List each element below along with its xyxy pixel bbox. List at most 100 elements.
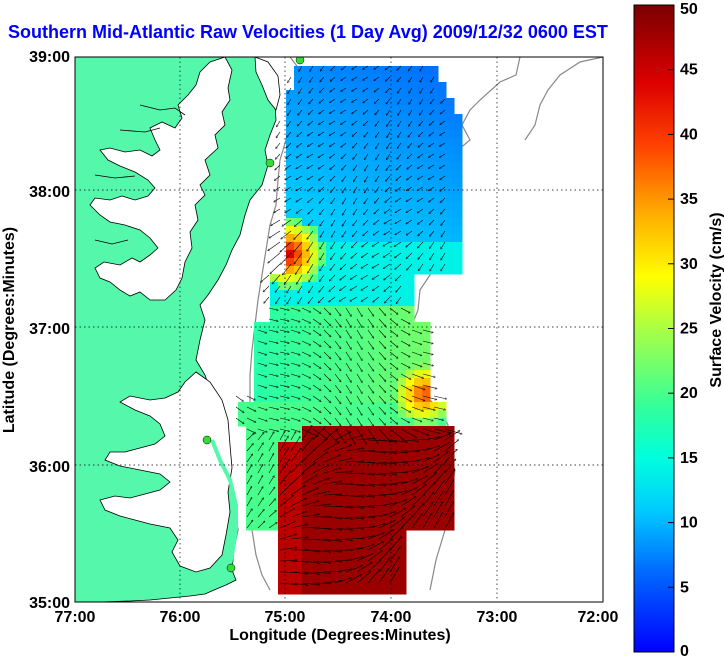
velocity-cell <box>374 330 383 339</box>
velocity-vector <box>257 417 267 421</box>
velocity-cell <box>262 506 271 515</box>
velocity-cell <box>358 130 367 139</box>
velocity-cell <box>390 210 399 219</box>
velocity-cell <box>374 426 383 435</box>
velocity-cell <box>334 146 343 155</box>
velocity-cell <box>390 442 399 451</box>
velocity-cell <box>398 410 407 419</box>
velocity-cell <box>342 394 351 403</box>
velocity-cell <box>302 570 311 579</box>
velocity-cell <box>254 394 263 403</box>
velocity-vector <box>352 109 358 114</box>
velocity-cell <box>334 586 343 595</box>
velocity-cell <box>422 386 431 395</box>
velocity-cell <box>350 210 359 219</box>
velocity-cell <box>374 498 383 507</box>
velocity-vector <box>420 65 424 71</box>
velocity-cell <box>270 322 279 331</box>
velocity-cell <box>454 194 463 203</box>
velocity-cell <box>286 538 295 547</box>
velocity-vector <box>330 87 336 92</box>
velocity-vector <box>365 164 369 171</box>
velocity-cell <box>310 202 319 211</box>
velocity-vector <box>330 175 336 181</box>
velocity-vector <box>345 406 351 415</box>
velocity-vector <box>389 509 405 518</box>
velocity-cell <box>278 482 287 491</box>
velocity-vector <box>441 208 446 214</box>
velocity-cell <box>294 202 303 211</box>
velocity-vector <box>323 417 331 425</box>
velocity-vector <box>397 65 402 70</box>
velocity-vector <box>364 131 369 137</box>
velocity-cell <box>302 90 311 99</box>
velocity-cell <box>438 178 447 187</box>
velocity-vector <box>330 98 336 103</box>
velocity-vector <box>378 439 396 442</box>
velocity-cell <box>350 258 359 267</box>
velocity-cell <box>318 562 327 571</box>
velocity-cell <box>350 442 359 451</box>
velocity-cell <box>366 562 375 571</box>
velocity-vector <box>361 296 369 301</box>
radar-station <box>226 563 236 573</box>
velocity-cell <box>310 266 319 275</box>
velocity-vector <box>376 153 380 160</box>
velocity-vector <box>342 197 347 204</box>
velocity-cell <box>374 538 383 547</box>
velocity-cell <box>454 210 463 219</box>
velocity-cell <box>350 562 359 571</box>
y-axis-label: Latitude (Degrees:Minutes) <box>1 227 18 433</box>
velocity-vector <box>301 527 319 528</box>
velocity-cell <box>406 290 415 299</box>
velocity-cell <box>302 282 311 291</box>
velocity-vector <box>398 109 402 115</box>
velocity-vector <box>433 452 448 463</box>
velocity-vector <box>323 395 331 403</box>
velocity-cell <box>398 202 407 211</box>
velocity-cell <box>438 258 447 267</box>
velocity-vector <box>339 296 347 301</box>
velocity-vector <box>318 164 325 169</box>
velocity-vector <box>279 395 289 398</box>
velocity-vector <box>387 142 391 148</box>
velocity-vector <box>301 340 311 345</box>
velocity-cell <box>406 266 415 275</box>
velocity-cell <box>454 242 463 251</box>
velocity-cell <box>350 90 359 99</box>
velocity-cell <box>254 466 263 475</box>
velocity-cell <box>302 410 311 419</box>
velocity-vector <box>397 76 402 82</box>
velocity-cell <box>422 418 431 427</box>
velocity-cell <box>382 74 391 83</box>
velocity-vector <box>389 329 398 336</box>
velocity-cell <box>382 546 391 555</box>
velocity-vector <box>268 329 278 332</box>
velocity-cell <box>350 282 359 291</box>
velocity-cell <box>358 362 367 371</box>
velocity-cell <box>342 266 351 275</box>
velocity-cell <box>326 330 335 339</box>
velocity-cell <box>294 514 303 523</box>
velocity-vector <box>268 454 274 463</box>
velocity-vector <box>319 98 325 103</box>
velocity-cell <box>422 434 431 443</box>
velocity-vector <box>323 307 331 315</box>
velocity-vector <box>385 197 391 202</box>
velocity-cell <box>318 434 327 443</box>
velocity-cell <box>446 506 455 515</box>
velocity-cell <box>310 162 319 171</box>
velocity-vector <box>290 351 300 355</box>
velocity-vector <box>378 539 392 551</box>
velocity-cell <box>366 122 375 131</box>
velocity-vector <box>312 504 330 507</box>
velocity-cell <box>374 346 383 355</box>
velocity-cell <box>366 322 375 331</box>
velocity-cell <box>382 194 391 203</box>
radar-station <box>202 435 212 445</box>
velocity-cell <box>326 74 335 83</box>
velocity-cell <box>382 122 391 131</box>
velocity-cell <box>334 538 343 547</box>
velocity-vector <box>440 197 446 203</box>
velocity-vector <box>433 513 442 529</box>
